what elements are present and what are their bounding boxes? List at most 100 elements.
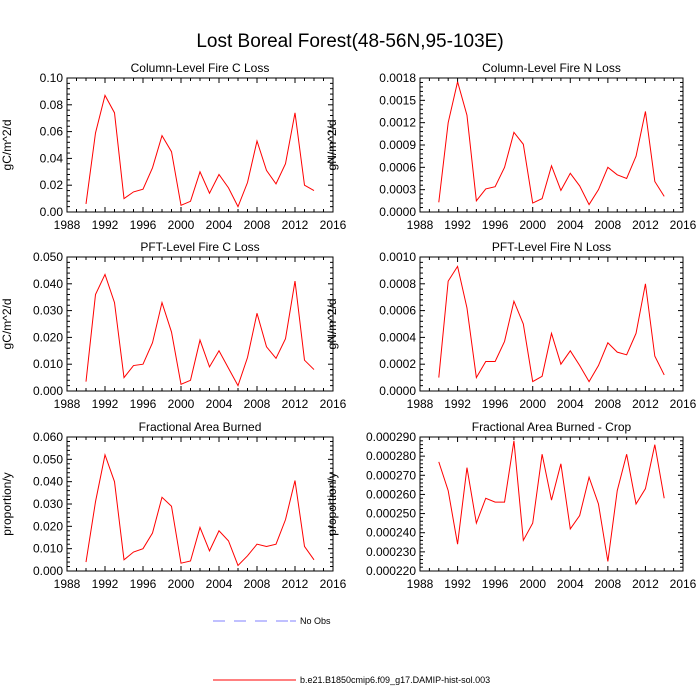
y-axis-label: gC/m^2/d [0, 120, 14, 171]
x-tick-label: 1992 [92, 218, 119, 232]
chart-panel-1: Column-Level Fire C Loss gC/m^2/d 1988 1992… [0, 61, 347, 232]
x-tick-label: 2000 [168, 577, 195, 591]
y-tick-label: 0.020 [33, 519, 63, 533]
y-tick-label: 0.0018 [379, 71, 416, 85]
y-tick-label: 0.030 [33, 497, 63, 511]
x-tick-label: 2016 [670, 397, 697, 411]
panel-title: PFT-Level Fire N Loss [492, 240, 611, 254]
legend-label-no-obs: No Obs [300, 616, 331, 626]
y-tick-label: 0.0003 [379, 183, 416, 197]
y-axis-label: gN/m^2/d [325, 120, 339, 171]
y-tick-label: 0.000260 [366, 487, 416, 501]
x-tick-label: 1996 [482, 218, 509, 232]
x-tick-label: 1988 [54, 397, 81, 411]
x-tick-label: 2008 [595, 397, 622, 411]
plot-frame [419, 77, 684, 213]
x-tick-label: 2012 [282, 397, 309, 411]
figure-title: Lost Boreal Forest(48-56N,95-103E) [196, 31, 503, 52]
y-axis-label: gN/m^2/d [325, 299, 339, 350]
y-tick-label: 0.06 [40, 125, 64, 139]
y-tick-label: 0.000230 [366, 545, 416, 559]
x-tick-label: 1992 [444, 218, 471, 232]
y-tick-label: 0.0000 [379, 205, 416, 219]
series-line [85, 453, 315, 567]
chart-panel-2: Column-Level Fire N Loss gN/m^2/d 1988 1992… [325, 61, 697, 232]
y-tick-label: 0.00 [40, 205, 64, 219]
series-line [85, 273, 315, 387]
x-tick-label: 1992 [444, 397, 471, 411]
x-tick-label: 2008 [595, 218, 622, 232]
x-tick-label: 2016 [670, 218, 697, 232]
x-tick-label: 1992 [92, 577, 119, 591]
x-tick-label: 2004 [206, 218, 233, 232]
x-tick-label: 2012 [632, 397, 659, 411]
y-tick-label: 0.000 [33, 564, 63, 578]
x-tick-label: 1996 [130, 577, 157, 591]
x-tick-label: 1988 [54, 218, 81, 232]
x-tick-label: 2004 [557, 397, 584, 411]
x-tick-label: 2004 [206, 397, 233, 411]
x-tick-label: 1996 [482, 577, 509, 591]
x-tick-label: 2016 [320, 218, 347, 232]
plot-frame [419, 256, 684, 392]
y-tick-label: 0.000290 [366, 430, 416, 444]
x-tick-label: 2016 [320, 577, 347, 591]
chart-panel-4: PFT-Level Fire N Loss gN/m^2/d 1988 1992 199… [325, 240, 697, 411]
x-tick-label: 1996 [130, 218, 157, 232]
y-tick-label: 0.0004 [379, 330, 416, 344]
y-axis-label: proportion/y [0, 472, 14, 535]
y-axis-label: proportion/y [325, 472, 339, 535]
y-tick-label: 0.050 [33, 452, 63, 466]
y-tick-label: 0.000240 [366, 526, 416, 540]
panel-title: Fractional Area Burned [139, 420, 262, 434]
panel-title: Fractional Area Burned - Crop [472, 420, 632, 434]
y-tick-label: 0.0009 [379, 138, 416, 152]
panel-title: PFT-Level Fire C Loss [140, 240, 259, 254]
plot-frame [66, 436, 334, 572]
y-tick-label: 0.0002 [379, 357, 416, 371]
series-line [438, 440, 665, 562]
panel-title: Column-Level Fire N Loss [482, 61, 621, 75]
y-tick-label: 0.02 [40, 178, 64, 192]
x-tick-label: 2008 [244, 218, 271, 232]
chart-panel-3: PFT-Level Fire C Loss gC/m^2/d 1988 1992 199… [0, 240, 347, 411]
y-tick-label: 0.0010 [379, 250, 416, 264]
x-tick-label: 1992 [92, 397, 119, 411]
legend: No Obs b.e21.B1850cmip6.f09_g17.DAMIP-hi… [213, 616, 490, 685]
x-tick-label: 2008 [244, 577, 271, 591]
y-tick-label: 0.0008 [379, 277, 416, 291]
x-tick-label: 2008 [244, 397, 271, 411]
y-tick-label: 0.060 [33, 430, 63, 444]
x-tick-label: 2000 [168, 397, 195, 411]
x-tick-label: 2000 [519, 218, 546, 232]
x-tick-label: 2016 [320, 397, 347, 411]
x-tick-label: 2000 [168, 218, 195, 232]
chart-panels: Column-Level Fire C Loss gC/m^2/d 1988 1992… [0, 61, 697, 591]
x-tick-label: 2000 [519, 577, 546, 591]
x-tick-label: 1988 [407, 218, 434, 232]
x-tick-label: 1988 [407, 397, 434, 411]
y-tick-label: 0.0006 [379, 160, 416, 174]
x-tick-label: 2012 [282, 218, 309, 232]
legend-label-model: b.e21.B1850cmip6.f09_g17.DAMIP-hist-sol.… [300, 675, 490, 685]
x-tick-label: 2008 [595, 577, 622, 591]
x-tick-label: 2012 [282, 577, 309, 591]
series-line [438, 81, 665, 206]
y-tick-label: 0.050 [33, 250, 63, 264]
x-tick-label: 1988 [54, 577, 81, 591]
y-tick-label: 0.020 [33, 330, 63, 344]
x-tick-label: 1992 [444, 577, 471, 591]
y-tick-label: 0.040 [33, 277, 63, 291]
x-tick-label: 1988 [407, 577, 434, 591]
y-tick-label: 0.08 [40, 98, 64, 112]
x-tick-label: 2016 [670, 577, 697, 591]
panel-title: Column-Level Fire C Loss [131, 61, 270, 75]
x-tick-label: 2000 [519, 397, 546, 411]
y-tick-label: 0.10 [40, 71, 64, 85]
plot-frame [66, 256, 334, 392]
y-tick-label: 0.000280 [366, 449, 416, 463]
y-tick-label: 0.0006 [379, 304, 416, 318]
y-tick-label: 0.0000 [379, 384, 416, 398]
y-tick-label: 0.000270 [366, 468, 416, 482]
chart-panel-6: Fractional Area Burned - Crop proportion/… [325, 420, 697, 591]
